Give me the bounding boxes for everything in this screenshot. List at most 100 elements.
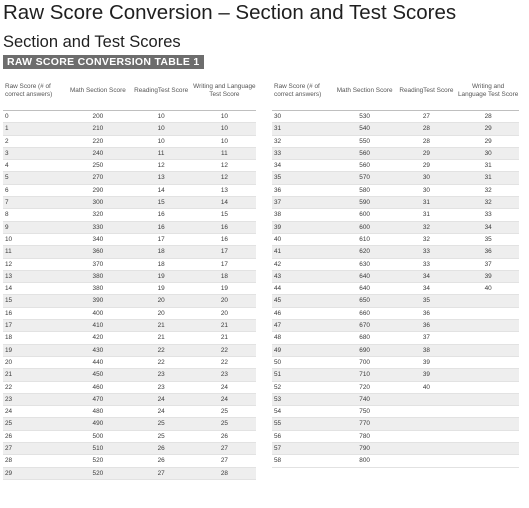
writing-score-cell: 13 [192, 184, 256, 198]
writing-score-cell: 17 [192, 258, 256, 271]
reading-score-cell [395, 417, 458, 431]
raw-score-cell: 48 [272, 331, 334, 345]
table-row: 23 470 24 24 [3, 393, 256, 407]
writing-score-cell: 22 [192, 344, 256, 357]
table-row: 28 520 26 27 [3, 454, 256, 468]
reading-score-cell [395, 442, 458, 456]
math-score-cell: 380 [66, 282, 130, 296]
raw-score-cell: 23 [3, 393, 67, 407]
table-row: 39 600 32 34 [272, 221, 519, 234]
reading-score-cell: 16 [129, 208, 193, 222]
table-row: 22 460 23 24 [3, 381, 256, 394]
table-row: 5 270 13 12 [3, 171, 256, 185]
table-row: 37 590 31 32 [272, 196, 519, 210]
table-row: 17 410 21 21 [3, 319, 256, 333]
writing-score-cell: 11 [192, 147, 256, 161]
raw-score-cell: 25 [3, 417, 67, 431]
raw-score-cell: 19 [3, 344, 67, 357]
reading-score-cell: 26 [129, 442, 193, 456]
writing-score-cell: 10 [192, 135, 256, 148]
table-row: 7 300 15 14 [3, 196, 256, 210]
writing-score-cell: 27 [192, 442, 256, 456]
writing-score-cell: 19 [192, 282, 256, 296]
table-body-left: 0 200 10 10 1 210 10 10 2 220 10 10 3 240 11 11 4 250 12 12… [3, 110, 256, 480]
table-row: 24 480 24 25 [3, 405, 256, 419]
raw-score-cell: 26 [3, 430, 67, 444]
reading-score-cell: 33 [395, 245, 458, 259]
raw-score-cell: 42 [272, 258, 334, 271]
raw-score-cell: 45 [272, 294, 334, 308]
writing-score-cell: 33 [457, 208, 519, 222]
raw-score-cell: 39 [272, 221, 334, 234]
math-score-cell: 660 [333, 307, 396, 321]
math-score-cell: 290 [66, 184, 130, 198]
reading-score-cell [395, 430, 458, 444]
table-header-row: Raw Score (# of correct answers) Math Se… [272, 72, 519, 111]
math-score-cell: 670 [333, 319, 396, 333]
raw-score-cell: 46 [272, 307, 334, 321]
reading-score-cell: 32 [395, 221, 458, 234]
raw-score-cell: 6 [3, 184, 67, 198]
table-row: 47 670 36 [272, 319, 519, 333]
writing-score-cell [457, 454, 519, 468]
reading-score-cell: 33 [395, 258, 458, 271]
table-row: 57 790 [272, 442, 519, 456]
reading-score-cell: 25 [129, 417, 193, 431]
math-score-cell: 610 [333, 233, 396, 247]
reading-score-cell: 32 [395, 233, 458, 247]
header-math-score: Math Section Score [333, 72, 396, 111]
reading-score-cell: 39 [395, 356, 458, 370]
reading-score-cell: 12 [129, 159, 193, 173]
math-score-cell: 790 [333, 442, 396, 456]
math-score-cell: 640 [333, 282, 396, 296]
math-score-cell: 540 [333, 122, 396, 136]
raw-score-cell: 12 [3, 258, 67, 271]
table-row: 11 360 18 17 [3, 245, 256, 259]
table-row: 2 220 10 10 [3, 135, 256, 148]
header-raw-score: Raw Score (# of correct answers) [272, 72, 334, 111]
reading-score-cell: 35 [395, 294, 458, 308]
table-row: 1 210 10 10 [3, 122, 256, 136]
math-score-cell: 330 [66, 221, 130, 234]
header-reading-score: ReadingTest Score [395, 72, 458, 111]
table-row: 20 440 22 22 [3, 356, 256, 370]
raw-score-cell: 7 [3, 196, 67, 210]
reading-score-cell: 19 [129, 270, 193, 284]
writing-score-cell: 20 [192, 294, 256, 308]
math-score-cell: 240 [66, 147, 130, 161]
reading-score-cell: 22 [129, 356, 193, 370]
raw-score-cell: 56 [272, 430, 334, 444]
table-row: 36 580 30 32 [272, 184, 519, 198]
table-row: 38 600 31 33 [272, 208, 519, 222]
writing-score-cell [457, 417, 519, 431]
conversion-table-left: Raw Score (# of correct answers) Math Se… [3, 72, 256, 480]
reading-score-cell: 22 [129, 344, 193, 357]
raw-score-cell: 22 [3, 381, 67, 394]
math-score-cell: 390 [66, 294, 130, 308]
writing-score-cell: 24 [192, 381, 256, 394]
raw-score-cell: 43 [272, 270, 334, 284]
reading-score-cell: 18 [129, 245, 193, 259]
table-row: 46 660 36 [272, 307, 519, 321]
math-score-cell: 410 [66, 319, 130, 333]
reading-score-cell: 31 [395, 196, 458, 210]
header-raw-score: Raw Score (# of correct answers) [3, 72, 67, 111]
reading-score-cell: 28 [395, 122, 458, 136]
writing-score-cell: 27 [192, 454, 256, 468]
reading-score-cell: 24 [129, 393, 193, 407]
math-score-cell: 590 [333, 196, 396, 210]
reading-score-cell: 14 [129, 184, 193, 198]
math-score-cell: 720 [333, 381, 396, 394]
raw-score-cell: 33 [272, 147, 334, 161]
writing-score-cell: 36 [457, 245, 519, 259]
reading-score-cell: 27 [395, 110, 458, 124]
raw-score-cell: 30 [272, 110, 334, 124]
reading-score-cell: 26 [129, 454, 193, 468]
writing-score-cell: 15 [192, 208, 256, 222]
writing-score-cell: 31 [457, 171, 519, 185]
raw-score-cell: 9 [3, 221, 67, 234]
table-row: 56 780 [272, 430, 519, 444]
reading-score-cell: 27 [129, 467, 193, 480]
table-row: 55 770 [272, 417, 519, 431]
raw-score-cell: 8 [3, 208, 67, 222]
